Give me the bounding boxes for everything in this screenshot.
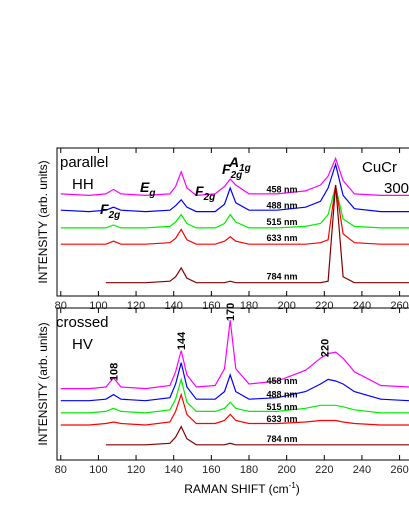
series-label: 633 nm xyxy=(266,233,297,243)
series-label: 784 nm xyxy=(266,434,297,444)
y-axis-label: INTENSITY (arb. units) xyxy=(36,160,50,283)
panel-label: crossed xyxy=(56,314,109,331)
x-tick-label: 100 xyxy=(89,300,107,312)
peak-label: 144 xyxy=(176,331,188,350)
series-label: 488 nm xyxy=(266,390,297,400)
panel-label: HH xyxy=(72,176,94,193)
y-axis-label: INTENSITY (arb. units) xyxy=(36,322,50,445)
x-tick-label: 200 xyxy=(277,300,295,312)
x-tick-label: 220 xyxy=(315,300,333,312)
peak-symbol: A xyxy=(228,154,239,170)
peak-subscript: g xyxy=(148,188,155,199)
panel-label: CuCr xyxy=(362,159,397,176)
series-label: 784 nm xyxy=(266,272,297,282)
peak-subscript: 1g xyxy=(239,163,251,174)
peak-label: 108 xyxy=(108,363,120,381)
x-axis-label: RAMAN SHIFT (cm-1) xyxy=(184,481,300,496)
peak-symbol: F xyxy=(100,201,109,217)
spectrum-line xyxy=(105,184,409,284)
peak-annotation: F2g xyxy=(100,201,120,221)
peak-label: 220 xyxy=(319,339,331,357)
x-tick-label: 100 xyxy=(89,464,107,476)
panel-label: HV xyxy=(72,336,93,353)
peak-symbol: E xyxy=(140,179,150,195)
x-tick-label: 240 xyxy=(353,300,371,312)
x-tick-label: 180 xyxy=(240,300,258,312)
plot-frame xyxy=(56,147,409,297)
peak-annotation: A1g xyxy=(228,154,251,174)
x-tick-label: 180 xyxy=(240,464,258,476)
x-tick-label: 140 xyxy=(165,300,183,312)
x-tick-label: 140 xyxy=(165,464,183,476)
x-tick-label: 160 xyxy=(202,300,220,312)
series-label: 633 nm xyxy=(266,414,297,424)
peak-symbol: F xyxy=(222,161,231,177)
x-tick-label: 80 xyxy=(55,300,67,312)
x-axis-label-end: ) xyxy=(296,482,300,496)
panel-label: 300 xyxy=(384,180,409,197)
x-tick-label: 80 xyxy=(55,464,67,476)
x-tick-label: 160 xyxy=(202,464,220,476)
series-label: 488 nm xyxy=(266,201,297,211)
x-tick-label: 260 xyxy=(390,300,408,312)
series-label: 515 nm xyxy=(266,402,297,412)
spectrum-line xyxy=(60,392,409,426)
spectrum-line xyxy=(60,320,409,390)
spectrum-line xyxy=(60,362,409,402)
spectrum-line xyxy=(60,377,409,414)
x-axis-label-text: RAMAN SHIFT (cm xyxy=(184,482,288,496)
peak-annotation: Eg xyxy=(140,179,155,199)
x-tick-label: 120 xyxy=(127,300,145,312)
peak-subscript: 2g xyxy=(203,192,216,203)
peak-label: 170 xyxy=(225,303,237,321)
peak-annotation: F2g xyxy=(222,161,242,181)
series-label: 458 nm xyxy=(266,376,297,386)
panel-label: parallel xyxy=(60,154,108,171)
series-label: 515 nm xyxy=(266,217,297,227)
peak-symbol: F xyxy=(195,183,204,199)
x-tick-label: 220 xyxy=(315,464,333,476)
x-tick-label: 200 xyxy=(277,464,295,476)
spectrum-line xyxy=(105,425,409,446)
plot-frame xyxy=(56,307,409,461)
spectrum-line xyxy=(60,156,409,197)
peak-annotation: F2g xyxy=(195,183,215,203)
spectrum-line xyxy=(60,162,409,213)
x-tick-label: 120 xyxy=(127,464,145,476)
x-axis-label-sup: -1 xyxy=(289,481,297,490)
x-tick-label: 260 xyxy=(390,464,408,476)
peak-subscript: 2g xyxy=(108,210,121,221)
x-tick-label: 240 xyxy=(353,464,371,476)
series-label: 458 nm xyxy=(266,184,297,194)
peak-subscript: 2g xyxy=(230,170,243,181)
